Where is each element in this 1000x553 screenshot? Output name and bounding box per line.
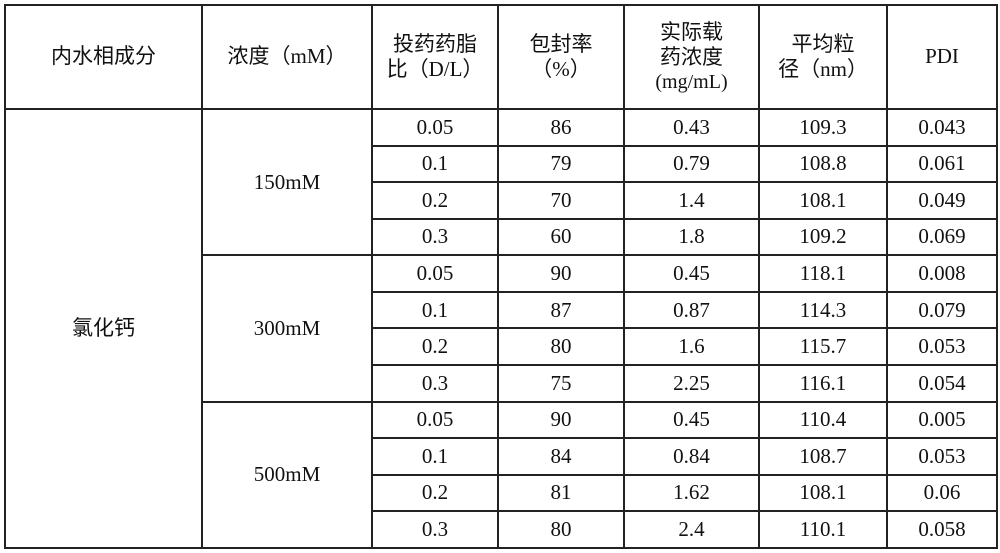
dl-cell: 0.05 bbox=[371, 108, 499, 147]
size-cell: 108.7 bbox=[758, 437, 888, 476]
ee-cell: 84 bbox=[497, 437, 625, 476]
header-component: 内水相成分 bbox=[4, 4, 203, 110]
ee-cell: 90 bbox=[497, 400, 625, 440]
pdi-cell: 0.058 bbox=[886, 510, 998, 549]
ee-cell: 80 bbox=[497, 327, 625, 367]
pdi-cell: 0.069 bbox=[886, 217, 998, 257]
header-drug-loading-line1: 实际载 bbox=[660, 19, 723, 44]
header-encapsulation-line2: （%） bbox=[531, 57, 591, 81]
header-dl-ratio-line2: 比（D/L） bbox=[386, 57, 484, 81]
concentration-cell: 150mM bbox=[201, 107, 373, 257]
header-row: 内水相成分 浓度（mM） 投药药脂 比（D/L） 包封率 （%） 实际载 药浓度… bbox=[4, 4, 998, 110]
header-dl-ratio-line1: 投药药脂 bbox=[393, 31, 477, 56]
pdi-cell: 0.008 bbox=[886, 254, 998, 293]
size-cell: 115.7 bbox=[758, 327, 888, 367]
concentration-cell: 300mM bbox=[201, 254, 373, 403]
loading-cell: 0.45 bbox=[623, 400, 760, 440]
header-drug-loading-line2: 药浓度 bbox=[660, 45, 723, 69]
dl-cell: 0.2 bbox=[371, 473, 499, 513]
dl-cell: 0.1 bbox=[371, 144, 499, 184]
size-cell: 108.1 bbox=[758, 473, 888, 513]
table-row: 300mM 0.05 90 0.45 118.1 0.008 bbox=[5, 254, 998, 403]
table-row: 0.3 75 2.25 116.1 0.054 bbox=[5, 364, 998, 403]
dl-cell: 0.2 bbox=[371, 181, 499, 220]
header-concentration: 浓度（mM） bbox=[201, 4, 373, 110]
header-component-label: 内水相成分 bbox=[51, 44, 156, 69]
pdi-cell: 0.061 bbox=[886, 144, 998, 184]
pdi-cell: 0.005 bbox=[886, 400, 998, 440]
loading-cell: 2.25 bbox=[623, 364, 760, 403]
size-cell: 108.1 bbox=[758, 181, 888, 220]
dl-cell: 0.2 bbox=[371, 327, 499, 367]
ee-cell: 81 bbox=[497, 473, 625, 513]
ee-cell: 79 bbox=[497, 144, 625, 184]
dl-cell: 0.1 bbox=[371, 437, 499, 476]
table-row: 0.3 80 2.4 110.1 0.058 bbox=[5, 510, 998, 549]
header-particle-size: 平均粒 径（nm） bbox=[758, 4, 888, 110]
size-cell: 110.4 bbox=[758, 400, 888, 440]
ee-cell: 80 bbox=[497, 510, 625, 549]
loading-cell: 0.43 bbox=[623, 108, 760, 147]
loading-cell: 2.4 bbox=[623, 510, 760, 549]
header-encapsulation-line1: 包封率 bbox=[529, 31, 593, 56]
table-row: 0.1 79 0.79 108.8 0.061 bbox=[5, 144, 998, 184]
header-drug-loading: 实际载 药浓度 (mg/mL) bbox=[623, 4, 760, 110]
header-pdi: PDI bbox=[886, 4, 998, 110]
ee-cell: 70 bbox=[497, 181, 625, 220]
pdi-cell: 0.06 bbox=[886, 473, 998, 513]
size-cell: 116.1 bbox=[758, 364, 888, 403]
size-cell: 110.1 bbox=[758, 510, 888, 549]
loading-cell: 1.62 bbox=[623, 473, 760, 513]
size-cell: 109.3 bbox=[758, 108, 888, 147]
dl-cell: 0.1 bbox=[371, 290, 499, 330]
table-body: 氯化钙 150mM 0.05 86 0.43 109.3 0.043 0.1 7… bbox=[4, 107, 998, 550]
table-row: 0.2 70 1.4 108.1 0.049 bbox=[5, 181, 998, 220]
loading-cell: 1.6 bbox=[623, 327, 760, 367]
dl-cell: 0.05 bbox=[371, 400, 499, 440]
header-dl-ratio: 投药药脂 比（D/L） bbox=[371, 4, 499, 110]
table-row: 0.1 84 0.84 108.7 0.053 bbox=[5, 437, 998, 476]
loading-cell: 0.79 bbox=[623, 144, 760, 184]
table-row: 0.2 81 1.62 108.1 0.06 bbox=[5, 473, 998, 513]
ee-cell: 86 bbox=[497, 108, 625, 147]
pdi-cell: 0.049 bbox=[886, 181, 998, 220]
dl-cell: 0.3 bbox=[371, 217, 499, 257]
pdi-cell: 0.053 bbox=[886, 437, 998, 476]
pdi-cell: 0.053 bbox=[886, 327, 998, 367]
loading-cell: 1.8 bbox=[623, 217, 760, 257]
dl-cell: 0.3 bbox=[371, 510, 499, 549]
loading-cell: 0.84 bbox=[623, 437, 760, 476]
header-pdi-label: PDI bbox=[925, 44, 959, 69]
header-particle-size-line1: 平均粒 bbox=[791, 31, 855, 56]
header-drug-loading-line3: (mg/mL) bbox=[655, 71, 728, 94]
ee-cell: 87 bbox=[497, 290, 625, 330]
formulation-table: 内水相成分 浓度（mM） 投药药脂 比（D/L） 包封率 （%） 实际载 药浓度… bbox=[4, 4, 998, 550]
header-particle-size-line2: 径（nm） bbox=[778, 57, 868, 81]
size-cell: 109.2 bbox=[758, 217, 888, 257]
header-concentration-label: 浓度（mM） bbox=[227, 44, 347, 69]
ee-cell: 75 bbox=[497, 364, 625, 403]
table-row: 500mM 0.05 90 0.45 110.4 0.005 bbox=[5, 400, 998, 550]
ee-cell: 90 bbox=[497, 254, 625, 293]
component-cell: 氯化钙 bbox=[4, 108, 203, 549]
dl-cell: 0.05 bbox=[371, 254, 499, 293]
header-encapsulation: 包封率 （%） bbox=[497, 4, 625, 110]
concentration-cell: 500mM bbox=[201, 400, 373, 550]
size-cell: 108.8 bbox=[758, 144, 888, 184]
dl-cell: 0.3 bbox=[371, 364, 499, 403]
table-row: 0.2 80 1.6 115.7 0.053 bbox=[5, 327, 998, 367]
loading-cell: 1.4 bbox=[623, 181, 760, 220]
size-cell: 114.3 bbox=[758, 290, 888, 330]
ee-cell: 60 bbox=[497, 217, 625, 257]
table-row: 氯化钙 150mM 0.05 86 0.43 109.3 0.043 bbox=[4, 107, 998, 549]
pdi-cell: 0.043 bbox=[886, 108, 998, 147]
pdi-cell: 0.054 bbox=[886, 364, 998, 403]
table-header: 内水相成分 浓度（mM） 投药药脂 比（D/L） 包封率 （%） 实际载 药浓度… bbox=[4, 4, 998, 110]
table-row: 0.3 60 1.8 109.2 0.069 bbox=[5, 217, 998, 257]
size-cell: 118.1 bbox=[758, 254, 888, 293]
pdi-cell: 0.079 bbox=[886, 290, 998, 330]
loading-cell: 0.87 bbox=[623, 290, 760, 330]
table-row: 0.1 87 0.87 114.3 0.079 bbox=[5, 290, 998, 330]
loading-cell: 0.45 bbox=[623, 254, 760, 293]
